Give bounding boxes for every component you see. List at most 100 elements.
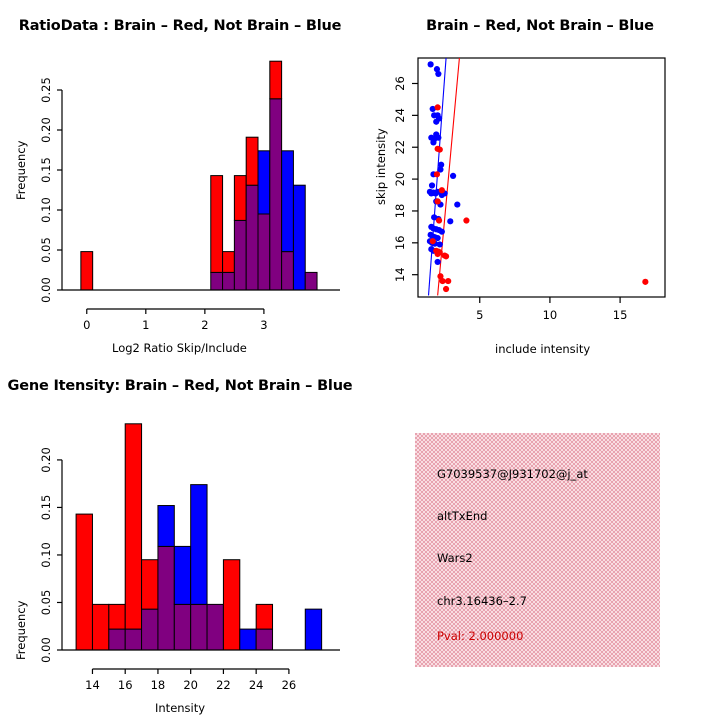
y-tick-label: 20 [393, 172, 407, 187]
histogram-bin [304, 608, 323, 651]
scatter-point [429, 238, 436, 245]
histogram-bin [222, 559, 241, 651]
y-tick-label: 22 [393, 140, 407, 155]
x-tick-label: 18 [151, 678, 166, 692]
y-tick-label: 24 [393, 108, 407, 123]
histogram-bin [255, 603, 274, 651]
locus-text: chr3.16436–2.7 [437, 594, 527, 608]
x-tick-label: 0 [83, 318, 90, 332]
y-tick-label: 0.05 [39, 237, 53, 263]
scatter-xlabel: include intensity [495, 342, 591, 356]
gene-symbol-text: Wars2 [437, 551, 473, 565]
scatter-point [434, 234, 441, 242]
x-tick-label: 14 [85, 678, 100, 692]
scatter-point [435, 70, 442, 78]
scatter-point [434, 258, 441, 266]
y-tick-label: 0.00 [39, 277, 53, 303]
histogram-bin [222, 251, 235, 291]
histogram-bin [206, 603, 224, 651]
y-tick-label: 14 [393, 267, 407, 282]
x-tick-label: 15 [613, 308, 628, 322]
probe-id-text: G7039537@J931702@j_at [437, 467, 588, 481]
ratio-histogram-title: RatioData : Brain – Red, Not Brain – Blu… [18, 18, 342, 34]
histogram-bin [269, 60, 283, 291]
y-tick-label: 0.20 [39, 447, 53, 473]
pvalue-text: Pval: 2.000000 [437, 629, 524, 643]
y-tick-label: 0.15 [39, 495, 53, 521]
histogram-bin [245, 136, 259, 291]
histogram-bin [281, 150, 294, 291]
y-tick-label: 0.10 [39, 542, 53, 568]
scatter-point [436, 146, 443, 153]
panel-ratio-histogram: RatioData : Brain – Red, Not Brain – Blu… [0, 0, 360, 360]
panel-intensity-scatter: Brain – Red, Not Brain – Blue skip inten… [360, 0, 720, 360]
y-tick-label: 18 [393, 204, 407, 219]
scatter-point [438, 161, 445, 168]
histogram-bin [257, 150, 271, 291]
histogram-bin [239, 628, 257, 651]
scatter-point [438, 228, 445, 235]
histogram-bin [173, 545, 192, 651]
scatter-point [438, 187, 445, 194]
panel-info: G7039537@J931702@j_at altTxEnd Wars2 chr… [360, 360, 720, 720]
scatter-point [454, 201, 461, 208]
scatter-point [433, 171, 441, 178]
y-tick-label: 0.25 [39, 77, 53, 103]
x-tick-label: 2 [201, 318, 208, 332]
scatter-point [434, 104, 441, 111]
scatter-point [445, 277, 452, 285]
y-tick-label: 0.10 [39, 197, 53, 223]
annotation-box: G7039537@J931702@j_at altTxEnd Wars2 chr… [415, 433, 660, 667]
scatter-point [434, 198, 441, 205]
y-tick-label: 0.05 [39, 590, 53, 616]
scatter-point [437, 273, 444, 280]
scatter-point [642, 278, 649, 285]
gene-histogram-plot-area: 0.00 0.05 0.10 0.15 0.20 14 16 18 20 22 24 26 [39, 423, 340, 692]
y-tick-label: 0.15 [39, 157, 53, 183]
histogram-bin [141, 559, 159, 651]
histogram-bin [108, 603, 126, 651]
x-tick-label: 24 [249, 678, 264, 692]
scatter-point [428, 182, 436, 189]
histogram-bin [304, 271, 318, 291]
histogram-bin [233, 175, 247, 291]
annotation-box-background [415, 433, 660, 667]
histogram-bin [91, 603, 110, 651]
panel-gene-histogram: Gene Itensity: Brain – Red, Not Brain – … [0, 360, 360, 720]
scatter-plot-area: 14 16 18 20 22 24 26 5 10 15 [393, 57, 666, 322]
scatter-point [463, 217, 470, 224]
x-tick-label: 26 [282, 678, 297, 692]
histogram-bin [210, 175, 224, 291]
scatter-point [435, 134, 442, 141]
gene-histogram-title: Gene Itensity: Brain – Red, Not Brain – … [7, 378, 353, 394]
scatter-point [433, 118, 440, 125]
gene-histogram-xlabel: Intensity [155, 701, 206, 715]
plot-frame [417, 57, 666, 298]
scatter-title: Brain – Red, Not Brain – Blue [426, 18, 654, 34]
scatter-point [427, 61, 434, 68]
x-tick-label: 3 [260, 318, 267, 332]
y-tick-label: 0.00 [39, 637, 53, 663]
histogram-bin [157, 505, 175, 651]
scatter-point [429, 105, 436, 113]
y-tick-label: 26 [393, 76, 407, 91]
y-tick-label: 0.20 [39, 117, 53, 143]
ratio-histogram-xlabel: Log2 Ratio Skip/Include [112, 341, 247, 355]
x-tick-label: 16 [118, 678, 133, 692]
scatter-point [449, 172, 457, 180]
x-tick-label: 1 [142, 318, 149, 332]
scatter-points [426, 61, 649, 293]
x-tick-label: 22 [216, 678, 231, 692]
histogram-bin [190, 484, 208, 651]
scatter-point [436, 241, 443, 248]
scatter-point [433, 66, 441, 73]
x-tick-label: 5 [476, 308, 483, 322]
x-tick-label: 10 [543, 308, 558, 322]
histogram-bin [124, 423, 143, 651]
histogram-bin [75, 513, 93, 651]
histogram-bin [292, 184, 306, 291]
histogram-bin [80, 251, 94, 291]
ratio-histogram-plot-area: 0.00 0.05 0.10 0.15 0.20 0.25 0 1 2 3 [39, 60, 340, 332]
scatter-point [437, 166, 444, 173]
